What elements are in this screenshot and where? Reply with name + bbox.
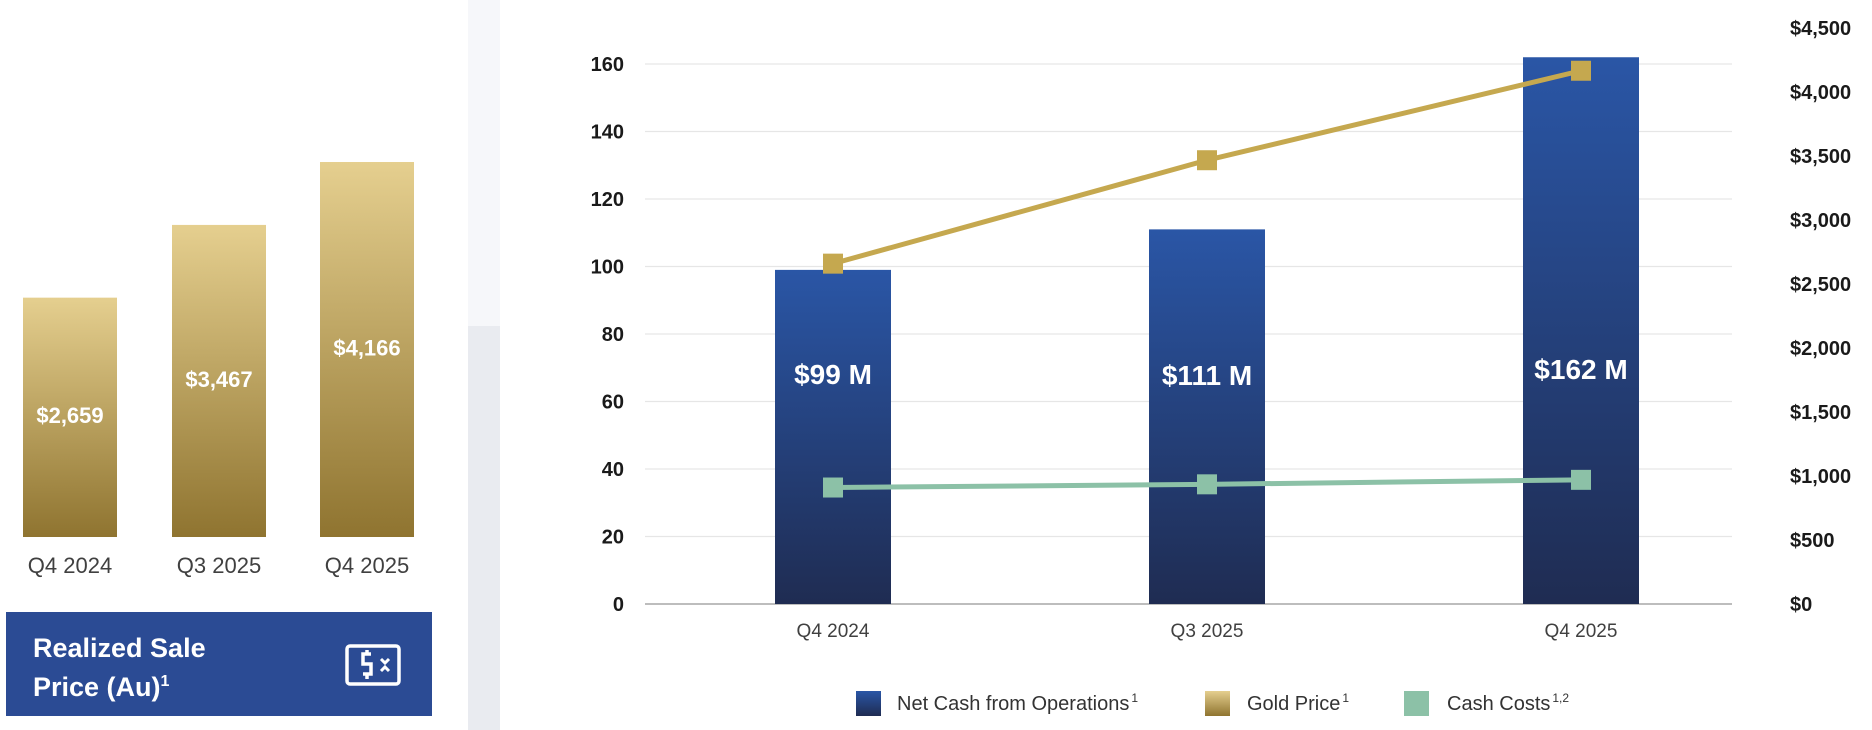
cash-costs-legend-name: Cash Costs [1447,693,1550,715]
right-axis-tick-label: $3,000 [1790,210,1851,232]
right-axis-tick-label: $1,500 [1790,402,1851,424]
price-bar-label: $4,166 [333,335,400,360]
net-cash-bar-label: $99 M [794,359,872,390]
net-cash-chart: 0 20 40 60 80 100 120 140 160 $0 $500 $1,000 $1,500 $… [591,18,1851,716]
gold-price-legend-swatch [1205,691,1230,716]
realized-price-panel: $2,659 Q4 2024 $3,467 Q3 2025 $4,166 Q4 2025 … [0,0,440,730]
realized-price-card: Realized Sale Price (Au)1 [6,612,432,716]
price-category-label: Q3 2025 [177,553,261,578]
price-bar [172,224,266,537]
net-cash-bar [1523,57,1639,604]
gold-price-legend-footnote: 1 [1342,691,1349,705]
card-title-footnote: 1 [160,673,170,690]
price-bar [23,297,117,537]
price-bar [320,162,414,537]
cash-costs-legend-swatch [1404,691,1429,716]
net-cash-bar-label: $111 M [1162,360,1252,391]
left-axis-tick-label: 160 [591,54,624,76]
right-axis-tick-label: $500 [1790,530,1835,552]
gold-price-legend-name: Gold Price [1247,693,1340,715]
panel-divider-lower [468,326,500,730]
net-cash-legend-name: Net Cash from Operations [897,693,1129,715]
right-axis-tick-label: $4,000 [1790,82,1851,104]
left-axis-tick-label: 20 [602,527,624,549]
cash-costs-legend-footnote: 1,2 [1552,691,1569,705]
realized-price-chart: $2,659 Q4 2024 $3,467 Q3 2025 $4,166 Q4 2025 [23,162,414,578]
gold-price-point [823,253,843,274]
net-cash-bar [1149,229,1265,604]
right-axis-tick-label: $2,000 [1790,338,1851,360]
right-axis-tick-label: $1,000 [1790,466,1851,488]
gold-price-legend-label: Gold Price 1 [1247,691,1349,715]
panel-divider [468,0,500,730]
right-axis-tick-label: $2,500 [1790,274,1851,296]
left-axis-tick-label: 120 [591,189,624,211]
cash-costs-point [1571,469,1591,490]
price-category-label: Q4 2024 [28,553,112,578]
price-bar-label: $2,659 [36,403,103,428]
card-title-line1: Realized Sale [33,633,206,663]
right-axis-tick-label: $4,500 [1790,18,1851,40]
category-label: Q4 2024 [797,621,870,642]
right-axis-tick-label: $0 [1790,594,1812,616]
left-axis-tick-label: 140 [591,122,624,144]
gold-price-point [1571,60,1591,81]
realized-price-card-title: Realized Sale Price (Au)1 [33,632,313,704]
category-label: Q4 2025 [1545,621,1618,642]
card-title-line2: Price (Au) [33,672,161,702]
gold-price-point [1197,150,1217,171]
left-axis-tick-label: 100 [591,257,624,279]
net-cash-legend-swatch [856,691,881,716]
cash-costs-legend-label: Cash Costs 1,2 [1447,691,1569,715]
price-category-label: Q4 2025 [325,553,409,578]
net-cash-bar [775,269,891,604]
left-axis-tick-label: 60 [602,392,624,414]
net-cash-legend-label: Net Cash from Operations 1 [897,691,1138,715]
category-label: Q3 2025 [1171,621,1244,642]
dollar-bill-icon [345,644,401,686]
net-cash-bar-label: $162 M [1534,354,1627,385]
right-axis-tick-label: $3,500 [1790,146,1851,168]
price-bar-label: $3,467 [185,367,252,392]
cash-costs-point [1197,474,1217,495]
left-axis-tick-label: 0 [613,594,624,616]
left-axis-tick-label: 80 [602,324,624,346]
cash-costs-point [823,477,843,498]
net-cash-legend-footnote: 1 [1131,691,1138,705]
left-axis-tick-label: 40 [602,459,624,481]
